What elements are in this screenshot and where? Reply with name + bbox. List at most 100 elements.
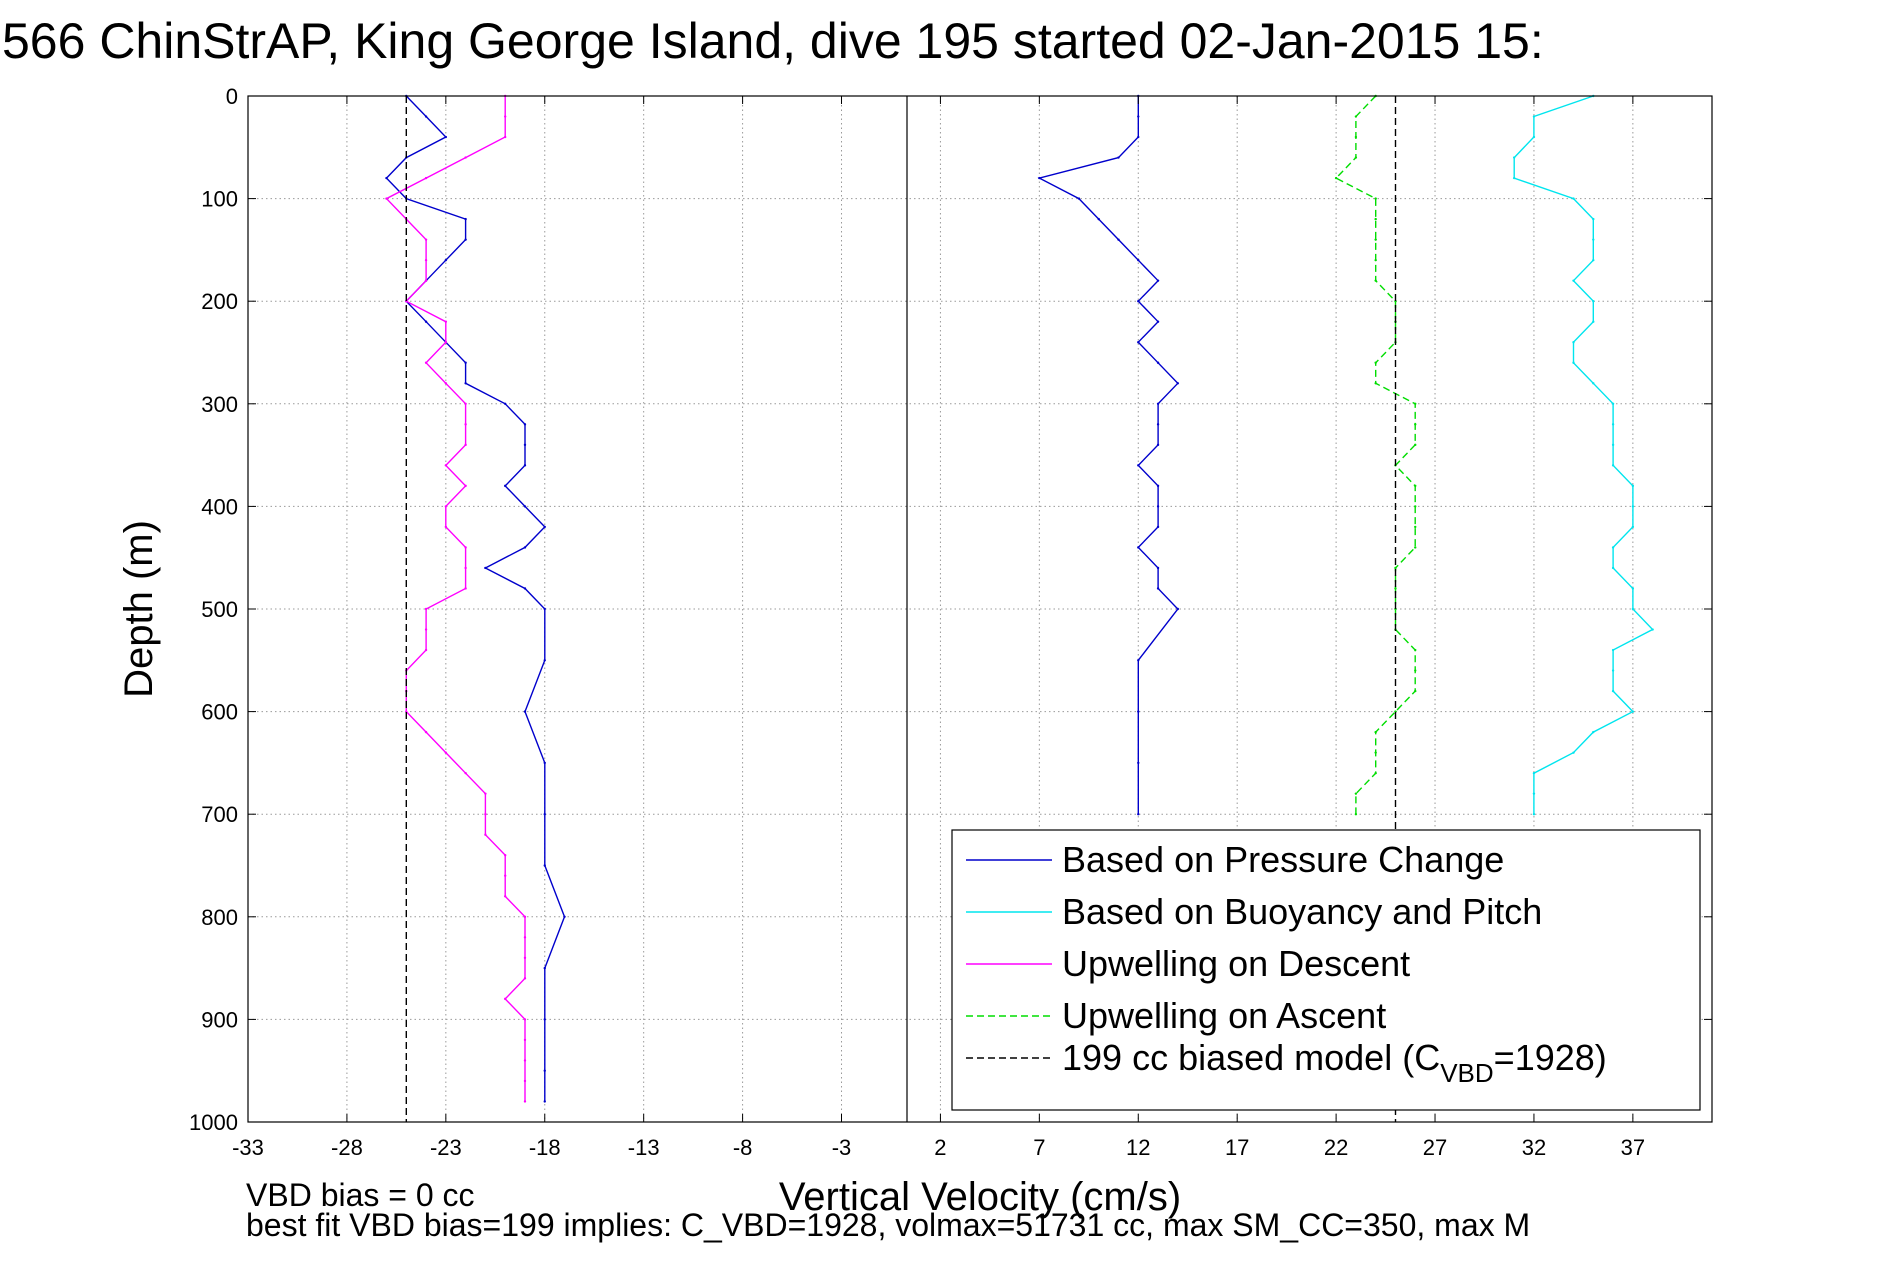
- data-point: [1156, 279, 1160, 282]
- data-point: [1631, 710, 1635, 713]
- data-point: [424, 361, 428, 364]
- series-line-0-1: [1037, 96, 1179, 815]
- data-point: [523, 443, 527, 447]
- data-point: [484, 566, 487, 570]
- data-point: [444, 464, 448, 467]
- data-point: [1611, 669, 1615, 672]
- series-line-3-0: [1334, 95, 1416, 815]
- data-point: [1532, 792, 1536, 795]
- data-point: [503, 895, 507, 898]
- data-point: [1414, 669, 1417, 672]
- data-point: [484, 813, 487, 816]
- data-point: [444, 525, 448, 529]
- data-point: [1374, 279, 1377, 282]
- data-point: [1414, 689, 1417, 693]
- data-point: [503, 874, 507, 877]
- data-point: [464, 217, 467, 221]
- data-point: [444, 505, 448, 508]
- legend-label: Based on Pressure Change: [1062, 839, 1504, 880]
- y-tick-label: 0: [226, 84, 238, 109]
- series-line-1-0: [1513, 95, 1654, 815]
- x-tick-label: -8: [733, 1135, 753, 1160]
- data-point: [1414, 402, 1417, 405]
- data-point: [1414, 648, 1417, 652]
- data-point: [1156, 587, 1160, 590]
- data-point: [523, 977, 527, 980]
- data-point: [1334, 176, 1338, 180]
- data-point: [523, 956, 527, 960]
- legend-label: Upwelling on Descent: [1062, 943, 1410, 984]
- data-point: [1414, 546, 1417, 549]
- data-point: [424, 648, 428, 652]
- data-point: [1117, 238, 1120, 241]
- x-ticks: -33 -28 -23 -18 -13 -8 -3 2 7 12 17 22 27 32 37: [232, 96, 1645, 1160]
- data-point: [1631, 587, 1635, 590]
- data-point: [523, 587, 527, 590]
- data-point: [523, 936, 527, 939]
- y-tick-label: 1000: [189, 1110, 238, 1135]
- x-axis-label: Vertical Velocity (cm/s): [779, 1175, 1181, 1219]
- data-point: [1374, 217, 1377, 221]
- y-tick-label: 600: [201, 700, 238, 725]
- data-point: [1038, 176, 1041, 180]
- data-point: [1414, 525, 1417, 529]
- data-point: [1592, 300, 1595, 303]
- x-tick-label: 7: [1033, 1135, 1045, 1160]
- data-point: [1354, 115, 1358, 118]
- data-point: [1532, 771, 1536, 775]
- data-point: [1631, 505, 1635, 508]
- x-tick-label: -33: [232, 1135, 264, 1160]
- data-point: [1611, 566, 1615, 570]
- y-tick-label: 700: [201, 802, 238, 827]
- data-point: [523, 1079, 527, 1083]
- data-point: [1374, 361, 1377, 364]
- data-point: [563, 915, 566, 918]
- data-point: [1374, 771, 1377, 775]
- data-point: [503, 854, 507, 857]
- data-point: [1374, 751, 1377, 754]
- data-point: [1354, 813, 1358, 816]
- data-point: [424, 279, 428, 282]
- data-point: [1156, 443, 1160, 447]
- data-point: [1137, 464, 1140, 467]
- data-point: [1156, 320, 1160, 323]
- y-tick-label: 900: [201, 1007, 238, 1032]
- data-point: [444, 258, 448, 262]
- data-point: [464, 484, 467, 488]
- data-point: [1137, 258, 1140, 262]
- data-point: [1137, 813, 1140, 816]
- data-point: [1592, 217, 1595, 221]
- y-ticks: 0 100 200 300 400 500 600 700 800 900 1000: [189, 84, 1712, 1135]
- data-point: [444, 751, 448, 754]
- data-point: [1077, 197, 1081, 200]
- data-point: [1137, 659, 1140, 662]
- data-point: [1137, 341, 1140, 344]
- data-point: [1592, 382, 1595, 385]
- data-point: [543, 1100, 546, 1103]
- data-point: [424, 730, 428, 734]
- data-point: [1156, 423, 1160, 426]
- data-point: [1631, 525, 1635, 529]
- data-point: [1572, 341, 1575, 344]
- data-point: [543, 1069, 546, 1072]
- data-point: [1572, 197, 1575, 200]
- data-point: [523, 710, 527, 713]
- data-point: [1532, 813, 1536, 816]
- data-point: [1414, 423, 1417, 426]
- data-point: [1394, 587, 1397, 590]
- x-tick-label: -3: [832, 1135, 852, 1160]
- data-point: [1137, 115, 1140, 118]
- x-tick-label: 37: [1621, 1135, 1645, 1160]
- data-point: [464, 238, 467, 241]
- y-tick-label: 800: [201, 905, 238, 930]
- data-point: [1611, 443, 1615, 447]
- data-point: [1354, 135, 1358, 139]
- data-point: [1176, 607, 1180, 611]
- data-point: [523, 915, 527, 918]
- data-point: [1512, 176, 1516, 180]
- data-point: [1572, 361, 1575, 364]
- series-layer: [385, 94, 1654, 1122]
- data-point: [1572, 751, 1575, 754]
- data-point: [1374, 258, 1377, 262]
- x-tick-label: -13: [628, 1135, 660, 1160]
